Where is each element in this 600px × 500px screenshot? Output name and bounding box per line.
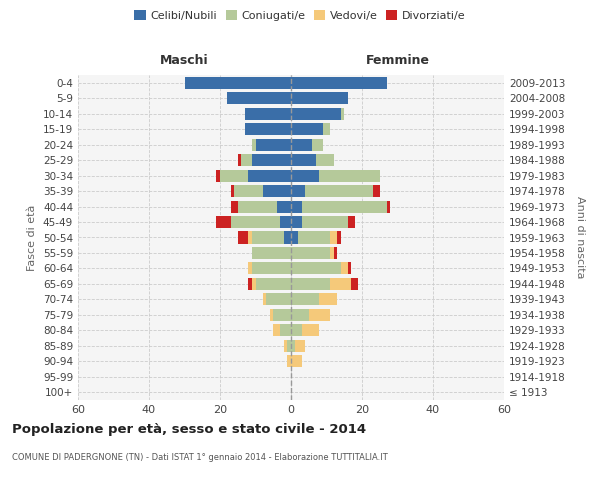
Bar xyxy=(330,278,352,290)
Y-axis label: Fasce di età: Fasce di età xyxy=(28,204,37,270)
Bar xyxy=(252,154,291,166)
Y-axis label: Anni di nascita: Anni di nascita xyxy=(575,196,585,279)
Text: COMUNE DI PADERGNONE (TN) - Dati ISTAT 1° gennaio 2014 - Elaborazione TUTTITALIA: COMUNE DI PADERGNONE (TN) - Dati ISTAT 1… xyxy=(12,452,388,462)
Bar xyxy=(291,123,323,135)
Bar xyxy=(287,340,291,352)
Bar xyxy=(284,340,287,352)
Text: Femmine: Femmine xyxy=(365,54,430,68)
Bar xyxy=(217,216,230,228)
Bar xyxy=(348,262,352,274)
Bar xyxy=(273,309,291,321)
Bar xyxy=(295,340,305,352)
Bar xyxy=(291,216,302,228)
Bar xyxy=(185,76,291,89)
Bar xyxy=(291,262,341,274)
Bar xyxy=(334,247,337,259)
Bar xyxy=(316,154,334,166)
Bar xyxy=(291,294,319,306)
Bar xyxy=(291,154,316,166)
Bar xyxy=(238,154,241,166)
Legend: Celibi/Nubili, Coniugati/e, Vedovi/e, Divorziati/e: Celibi/Nubili, Coniugati/e, Vedovi/e, Di… xyxy=(132,8,468,23)
Bar xyxy=(298,232,330,243)
Bar xyxy=(248,232,252,243)
Bar xyxy=(252,138,256,150)
Bar xyxy=(277,200,291,212)
Bar xyxy=(302,200,387,212)
Bar xyxy=(319,170,380,181)
Bar xyxy=(313,138,323,150)
Bar xyxy=(291,138,313,150)
Bar xyxy=(291,247,330,259)
Bar xyxy=(280,324,291,336)
Bar xyxy=(263,185,291,197)
Bar xyxy=(330,232,337,243)
Bar xyxy=(238,232,248,243)
Bar xyxy=(291,340,295,352)
Bar xyxy=(256,278,291,290)
Bar xyxy=(373,185,380,197)
Bar xyxy=(341,262,348,274)
Bar xyxy=(266,294,291,306)
Text: Maschi: Maschi xyxy=(160,54,209,68)
Text: Popolazione per età, sesso e stato civile - 2014: Popolazione per età, sesso e stato civil… xyxy=(12,422,366,436)
Bar xyxy=(309,309,330,321)
Bar xyxy=(230,200,238,212)
Bar xyxy=(319,294,337,306)
Bar xyxy=(252,247,291,259)
Bar xyxy=(352,278,358,290)
Bar xyxy=(230,216,280,228)
Bar xyxy=(284,232,291,243)
Bar xyxy=(241,154,252,166)
Bar xyxy=(291,200,302,212)
Bar xyxy=(291,309,309,321)
Bar xyxy=(330,247,334,259)
Bar xyxy=(263,294,266,306)
Bar xyxy=(323,123,330,135)
Bar xyxy=(248,278,252,290)
Bar xyxy=(248,262,252,274)
Bar xyxy=(287,356,291,368)
Bar xyxy=(227,92,291,104)
Bar xyxy=(291,356,302,368)
Bar xyxy=(280,216,291,228)
Bar xyxy=(248,170,291,181)
Bar xyxy=(337,232,341,243)
Bar xyxy=(234,185,263,197)
Bar xyxy=(341,108,344,120)
Bar xyxy=(291,232,298,243)
Bar xyxy=(217,170,220,181)
Bar xyxy=(252,232,284,243)
Bar xyxy=(291,324,302,336)
Bar xyxy=(256,138,291,150)
Bar xyxy=(238,200,277,212)
Bar xyxy=(291,278,330,290)
Bar xyxy=(273,324,280,336)
Bar xyxy=(252,278,256,290)
Bar xyxy=(291,170,319,181)
Bar xyxy=(245,123,291,135)
Bar xyxy=(302,324,319,336)
Bar xyxy=(291,76,387,89)
Bar xyxy=(291,108,341,120)
Bar xyxy=(245,108,291,120)
Bar xyxy=(291,92,348,104)
Bar xyxy=(220,170,248,181)
Bar xyxy=(387,200,391,212)
Bar xyxy=(230,185,234,197)
Bar xyxy=(305,185,373,197)
Bar xyxy=(270,309,273,321)
Bar xyxy=(291,185,305,197)
Bar xyxy=(348,216,355,228)
Bar xyxy=(302,216,348,228)
Bar xyxy=(252,262,291,274)
